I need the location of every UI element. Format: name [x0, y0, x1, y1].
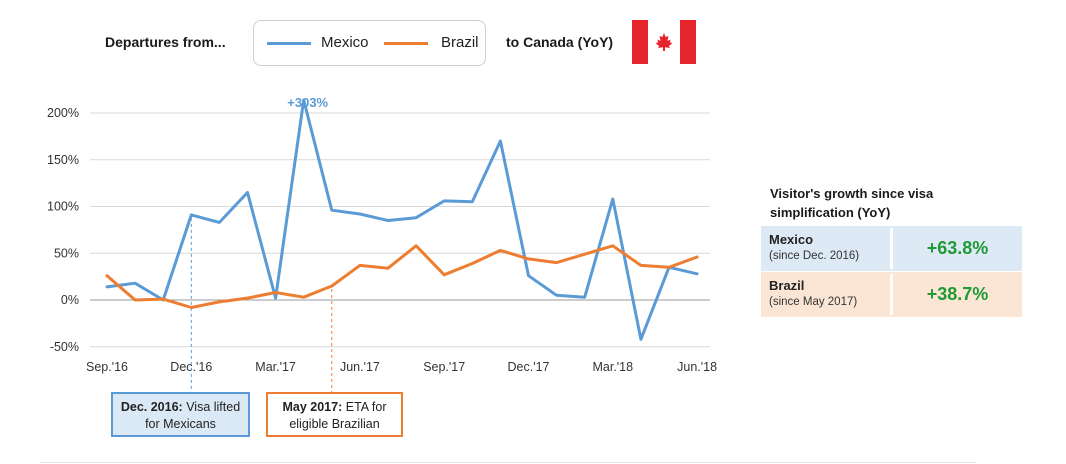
annotation-dec-2016-date: Dec. 2016:: [120, 400, 183, 414]
x-tick-label: Jun.'17: [340, 360, 380, 374]
x-tick-label: Sep.'17: [423, 360, 465, 374]
y-tick-label: 150%: [47, 153, 79, 167]
x-tick-label: Dec.'17: [508, 360, 550, 374]
y-tick-label: -50%: [50, 340, 79, 354]
growth-row-divider: [890, 228, 893, 269]
growth-row-since: (since May 2017): [769, 296, 858, 308]
growth-row-brazil: Brazil (since May 2017) +38.7%: [761, 272, 1022, 317]
header-prefix: Departures from...: [105, 34, 226, 50]
x-tick-label: Mar.'17: [255, 360, 296, 374]
growth-row-mexico: Mexico (since Dec. 2016) +63.8%: [761, 226, 1022, 271]
series-line-mexico: [105, 98, 699, 341]
chart-legend: Mexico Brazil: [253, 20, 486, 66]
bottom-divider: [40, 462, 976, 463]
annotation-may-2017: May 2017: ETA for eligible Brazilian: [266, 392, 403, 437]
x-tick-label: Mar.'18: [592, 360, 633, 374]
y-tick-label: 0%: [61, 293, 79, 307]
y-tick-label: 100%: [47, 200, 79, 214]
growth-panel-title: Visitor's growth since visa simplificati…: [770, 184, 933, 222]
legend-brazil-swatch: [384, 42, 428, 45]
annotation-dec-2016: Dec. 2016: Visa lifted for Mexicans: [111, 392, 250, 437]
y-tick-label: 200%: [47, 106, 79, 120]
header-suffix: to Canada (YoY): [506, 34, 614, 50]
annotation-may-2017-date: May 2017:: [282, 400, 343, 414]
annotation-may-2017-text: ETA for eligible Brazilian: [289, 400, 387, 431]
growth-title-line1: Visitor's growth since visa: [770, 186, 934, 201]
x-tick-label: Jun.'18: [677, 360, 717, 374]
growth-row-divider: [890, 274, 893, 315]
peak-data-label: +303%: [287, 95, 328, 110]
growth-row-name: Mexico: [769, 232, 814, 247]
series-line-brazil: [105, 244, 699, 309]
growth-title-line2: simplification (YoY): [770, 205, 891, 220]
canada-flag-icon: [632, 20, 696, 64]
legend-mexico-swatch: [267, 42, 311, 45]
x-tick-label: Sep.'16: [86, 360, 128, 374]
y-tick-label: 50%: [54, 246, 79, 260]
legend-mexico-label: Mexico: [321, 34, 369, 51]
growth-row-name: Brazil: [769, 278, 805, 293]
growth-row-value: +38.7%: [926, 284, 989, 304]
growth-row-value: +63.8%: [926, 238, 989, 258]
legend-brazil-label: Brazil: [441, 34, 479, 51]
annotation-dec-2016-text: Visa lifted for Mexicans: [145, 400, 241, 431]
x-tick-label: Dec.'16: [170, 360, 212, 374]
growth-row-since: (since Dec. 2016): [769, 250, 860, 262]
